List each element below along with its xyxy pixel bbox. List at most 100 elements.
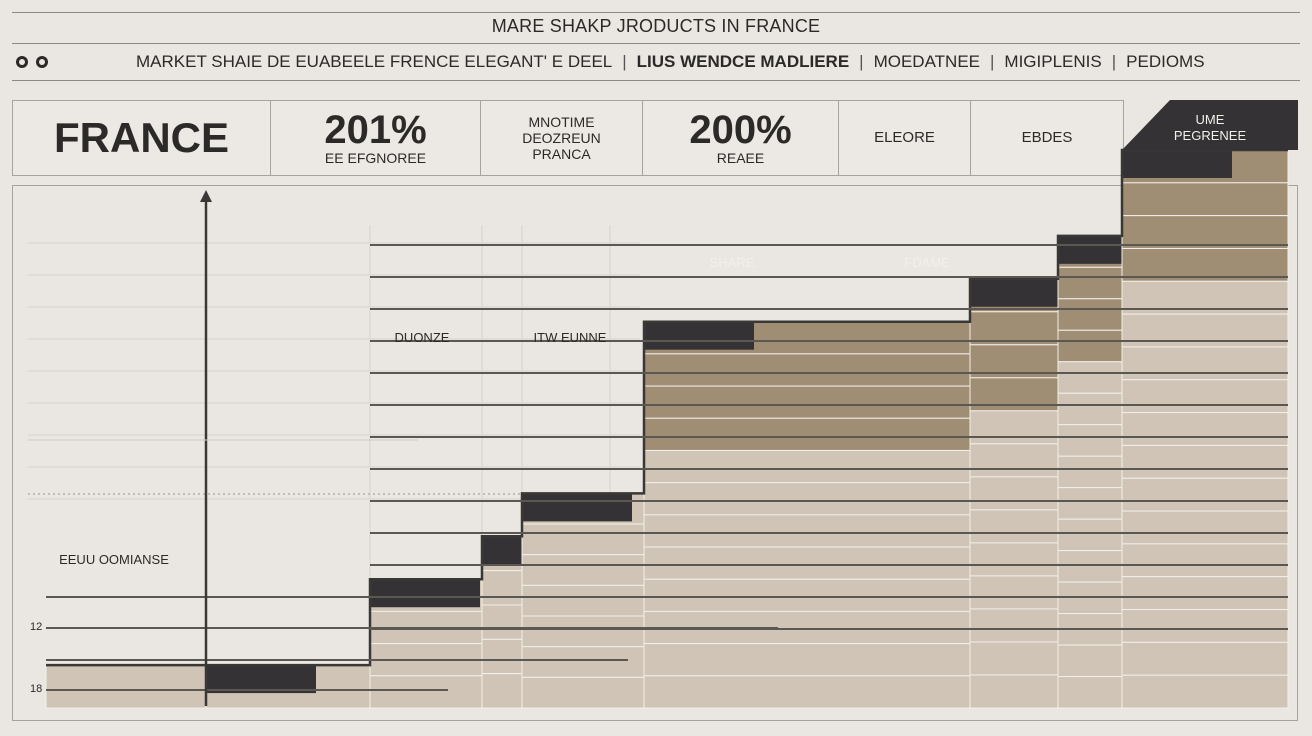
- step-band: [643, 417, 971, 451]
- flag-line-1: UME: [1195, 112, 1225, 127]
- step-band: [1121, 247, 1289, 282]
- stat-3-label: REAEE: [716, 150, 765, 166]
- stat-1: 201% EE EFGNOREE: [271, 101, 481, 175]
- step-band: [1057, 329, 1123, 363]
- step-cap: [970, 278, 1058, 307]
- step-band: [521, 584, 645, 617]
- step-band: [643, 514, 971, 548]
- step-band: [1057, 361, 1123, 394]
- subtitle-item-1: MARKET SHAIE DE EUABEELE FRENCE ELEGANT'…: [136, 52, 613, 71]
- step-band: [643, 546, 971, 580]
- step-band: [643, 449, 971, 484]
- step-band: [1057, 455, 1123, 489]
- step-band: [1121, 412, 1289, 446]
- step-band: [1121, 576, 1289, 611]
- stat-2-line-2: DEOZREUN: [522, 130, 601, 146]
- subtitle-items: MARKET SHAIE DE EUABEELE FRENCE ELEGANT'…: [136, 52, 1205, 72]
- step-band: [1057, 644, 1123, 678]
- separator: |: [622, 52, 627, 71]
- step-band: [1057, 266, 1123, 300]
- circle-icon: [16, 56, 28, 68]
- step-band: [1057, 392, 1123, 426]
- stat-2: MNOTIME DEOZREUN PRANCA: [481, 101, 643, 175]
- corner-flag-label: UME PEGRENEE: [1122, 100, 1298, 150]
- step-band: [643, 675, 971, 709]
- step-band: [1121, 641, 1289, 676]
- step-band: [969, 542, 1059, 577]
- tick-label: 12: [30, 621, 42, 633]
- step-band: [643, 578, 971, 612]
- step-band: [481, 638, 523, 675]
- step-band: [481, 604, 523, 640]
- step-band: [969, 509, 1059, 544]
- step-band: [1121, 379, 1289, 414]
- step-band: [1121, 346, 1289, 381]
- step-cap: [644, 321, 754, 350]
- step-band: [45, 664, 207, 709]
- y-axis-arrow: [200, 190, 212, 202]
- step-band: [969, 443, 1059, 478]
- step-band: [369, 675, 483, 709]
- step-band: [1057, 424, 1123, 457]
- step-band: [1121, 182, 1289, 217]
- step-band: [481, 570, 523, 606]
- tick-label: 18: [30, 683, 42, 695]
- separator: |: [859, 52, 864, 71]
- page-title: MARE SHAKP JRODUCTS IN FRANCE: [491, 16, 821, 36]
- country-label: FRANCE: [54, 114, 229, 161]
- step-band: [1057, 518, 1123, 552]
- step-band: [1121, 477, 1289, 512]
- stat-2-line-1: MNOTIME: [528, 114, 595, 130]
- flag-line-2: PEGRENEE: [1173, 128, 1247, 143]
- step-band: [481, 673, 523, 709]
- step-band: [643, 353, 971, 387]
- subtitle-item-3: MOEDATNEE: [873, 52, 980, 71]
- step-cap: [1122, 150, 1232, 178]
- step-band: [643, 482, 971, 516]
- step-band: [1121, 510, 1289, 545]
- stats-bar: FRANCE 201% EE EFGNOREE MNOTIME DEOZREUN…: [12, 100, 1124, 176]
- step-cap: [370, 579, 480, 608]
- chart-frame: [12, 185, 1298, 721]
- step-band: [1057, 298, 1123, 331]
- stat-1-label: EE EFGNOREE: [324, 150, 427, 166]
- stat-2-line-3: PRANCA: [532, 146, 591, 162]
- stat-3: 200% REAEE: [643, 101, 839, 175]
- step-band: [969, 476, 1059, 511]
- stat-country: FRANCE: [13, 101, 271, 175]
- heart-icon: [36, 56, 48, 68]
- top-rule: [12, 12, 1300, 13]
- annotation-eeuu-oomianse: EEUU OOMIANSE: [59, 552, 169, 567]
- annotation-fdame: FDAME: [904, 255, 950, 270]
- icon-group: [16, 56, 136, 68]
- step-band: [1121, 674, 1289, 709]
- stat-4: ELEORE: [839, 101, 971, 175]
- subtitle-rule: [12, 80, 1300, 81]
- staircase-outline: [46, 148, 1288, 667]
- annotation-duonze: DUONZE: [395, 330, 450, 345]
- step-band: [1057, 487, 1123, 520]
- step-cap: [482, 536, 522, 565]
- step-band: [521, 646, 645, 678]
- subtitle-row: MARKET SHAIE DE EUABEELE FRENCE ELEGANT'…: [12, 50, 1300, 74]
- step-band: [1121, 444, 1289, 479]
- step-cap: [522, 493, 632, 522]
- subtitle-item-5: PEDIOMS: [1126, 52, 1205, 71]
- step-band: [643, 385, 971, 419]
- separator: |: [1111, 52, 1117, 71]
- step-band: [521, 554, 645, 586]
- step-band: [969, 608, 1059, 643]
- step-band: [1121, 215, 1289, 249]
- step-band: [1057, 676, 1123, 709]
- stat-4-label: ELEORE: [874, 129, 935, 146]
- stat-1-value: 201%: [324, 108, 427, 152]
- step-band: [521, 523, 645, 556]
- subtitle-item-4: MIGIPLENIS: [1004, 52, 1102, 71]
- annotation-itw-eunne: ITW EUNNE: [534, 330, 607, 345]
- step-band: [521, 676, 645, 709]
- step-band: [969, 410, 1059, 445]
- step-band: [643, 643, 971, 677]
- step-band: [1121, 609, 1289, 643]
- annotation-share: SHARE: [710, 255, 755, 270]
